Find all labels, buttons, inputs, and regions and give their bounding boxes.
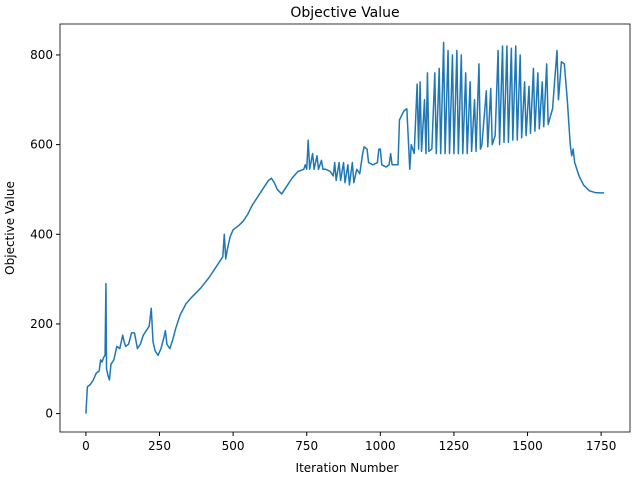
y-tick-label: 0 <box>45 407 53 421</box>
y-tick-label: 800 <box>30 48 53 62</box>
y-tick-label: 400 <box>30 227 53 241</box>
x-tick-label: 500 <box>222 439 245 453</box>
x-tick-label: 750 <box>295 439 318 453</box>
chart-title: Objective Value <box>290 5 399 21</box>
y-tick-label: 200 <box>30 317 53 331</box>
x-tick-label: 1500 <box>512 439 543 453</box>
y-axis-label: Objective Value <box>3 181 17 275</box>
y-tick-label: 600 <box>30 138 53 152</box>
data-line <box>85 41 605 414</box>
x-tick-label: 0 <box>82 439 90 453</box>
x-tick-label: 250 <box>148 439 171 453</box>
x-tick-label: 1750 <box>586 439 617 453</box>
x-tick-label: 1000 <box>365 439 396 453</box>
plot-frame <box>59 23 631 433</box>
x-axis-label: Iteration Number <box>296 461 399 475</box>
x-tick-label: 1250 <box>439 439 470 453</box>
